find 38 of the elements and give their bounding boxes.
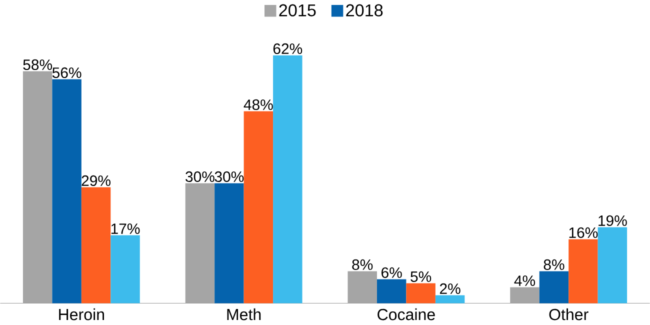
data-label: 30% (186, 171, 214, 182)
data-label: 19% (598, 215, 627, 226)
data-label: 29% (82, 175, 110, 186)
data-label: 2% (440, 283, 460, 294)
bar (110, 235, 140, 304)
x-tick-label: Heroin (59, 308, 104, 320)
data-label: 4% (514, 275, 536, 286)
x-tick-label: Meth (227, 308, 261, 320)
data-label: 30% (214, 171, 244, 182)
bar (273, 55, 302, 304)
legend-label: 2015 (279, 4, 316, 16)
x-tick-label: Cocaine (378, 308, 435, 320)
bar (376, 279, 406, 304)
data-label: 5% (410, 271, 432, 282)
data-label: 17% (111, 223, 140, 234)
bar (510, 287, 540, 304)
bar (348, 271, 377, 304)
bar (52, 79, 82, 304)
bar (435, 295, 465, 304)
bar (185, 183, 215, 304)
bar (214, 183, 244, 304)
data-label: 16% (569, 227, 598, 238)
data-label: 8% (352, 259, 373, 270)
bar (81, 187, 111, 304)
bar (22, 71, 52, 304)
data-label: 48% (244, 99, 273, 110)
legend-label: 2018 (346, 4, 383, 16)
data-label: 8% (544, 259, 564, 270)
data-label: 6% (382, 267, 402, 278)
bar (539, 271, 569, 304)
bar (598, 227, 628, 304)
data-label: 62% (273, 43, 302, 54)
bar (244, 111, 274, 304)
bar (568, 239, 598, 304)
x-tick-label: Other (549, 308, 588, 320)
data-label: 56% (52, 67, 82, 78)
bar (406, 283, 436, 304)
data-label: 58% (23, 59, 52, 70)
